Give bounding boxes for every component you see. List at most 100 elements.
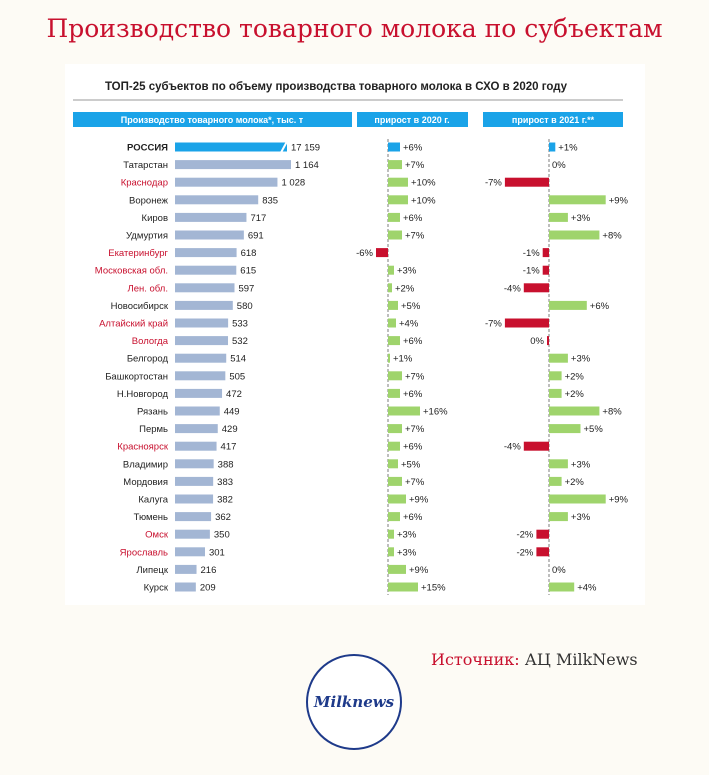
- chart-row: Новосибирск 580 +5% +6%: [111, 300, 610, 312]
- growth-2021-bar: [542, 265, 549, 275]
- chart-title: ТОП-25 субъектов по объему производства …: [105, 81, 568, 93]
- region-label: Ярославль: [120, 547, 168, 558]
- growth-2020-bar: [388, 371, 402, 381]
- header-growth-2020-bg: [357, 112, 468, 127]
- production-value-label: 429: [222, 424, 238, 435]
- growth-2021-label: -7%: [485, 319, 502, 330]
- chart-svg: ТОП-25 субъектов по объему производства …: [73, 81, 629, 595]
- growth-2020-bar: [388, 459, 398, 469]
- production-value-label: 362: [215, 512, 231, 523]
- production-bar: [175, 371, 226, 381]
- growth-2021-label: +4%: [577, 583, 597, 594]
- growth-2021-bar: [504, 177, 549, 187]
- region-label: Н.Новгород: [117, 389, 169, 400]
- source-label: Источник:: [431, 650, 520, 669]
- growth-2021-bar: [504, 318, 549, 328]
- growth-2021-bar: [549, 195, 606, 205]
- growth-2020-bar: [388, 230, 402, 240]
- production-bar: [175, 406, 220, 416]
- growth-2020-bar: [388, 300, 398, 310]
- production-value-label: 449: [224, 407, 240, 418]
- growth-2021-label: +2%: [565, 389, 585, 400]
- region-label: Алтайский край: [99, 319, 168, 330]
- growth-2021-label: +3%: [571, 354, 591, 365]
- growth-2021-label: -2%: [516, 547, 533, 558]
- growth-2020-bar: [388, 547, 394, 557]
- growth-2021-label: +5%: [584, 424, 604, 435]
- growth-2021-bar: [523, 441, 549, 451]
- growth-2020-label: +7%: [405, 477, 425, 488]
- growth-2020-bar: [388, 265, 394, 275]
- growth-2021-bar: [549, 371, 562, 381]
- production-value-label: 216: [201, 565, 217, 576]
- growth-2020-label: +7%: [405, 231, 425, 242]
- region-label: Пермь: [139, 424, 168, 435]
- chart-row: Мордовия 383 +7% +2%: [123, 476, 584, 488]
- production-value-label: 514: [230, 354, 246, 365]
- production-bar: [175, 142, 287, 152]
- growth-2020-label: +6%: [403, 336, 423, 347]
- chart-row: Липецк 216 +9% 0%: [136, 564, 566, 576]
- growth-2020-label: +10%: [411, 195, 436, 206]
- growth-2021-label: -4%: [504, 442, 521, 453]
- production-value-label: 615: [240, 266, 256, 277]
- growth-2021-bar: [549, 459, 568, 469]
- chart-row: Омск 350 +3% -2%: [145, 529, 549, 541]
- growth-2020-label: +6%: [403, 512, 423, 523]
- region-label: Белгород: [127, 354, 169, 365]
- growth-2020-label: +4%: [399, 319, 419, 330]
- region-label: Киров: [142, 213, 168, 224]
- growth-2021-label: +1%: [558, 143, 578, 154]
- production-bar: [175, 212, 247, 222]
- page-title: Производство товарного молока по субъект…: [46, 14, 663, 43]
- region-label: Екатеринбург: [108, 248, 168, 259]
- chart-row: Белгород 514 +1% +3%: [127, 353, 591, 365]
- growth-2021-bar: [549, 406, 600, 416]
- growth-2020-label: +1%: [393, 354, 413, 365]
- region-label: Липецк: [136, 565, 168, 576]
- header-production-bg: [73, 112, 352, 127]
- production-value-label: 388: [218, 459, 234, 470]
- growth-2020-label: +3%: [397, 266, 417, 277]
- growth-2020-label: -6%: [356, 248, 373, 259]
- growth-2021-bar: [549, 582, 575, 592]
- growth-2021-bar: [549, 476, 562, 486]
- growth-2020-label: +6%: [403, 442, 423, 453]
- growth-2020-label: +5%: [401, 301, 421, 312]
- growth-2021-bar: [549, 212, 568, 222]
- production-value-label: 717: [250, 213, 266, 224]
- growth-2020-bar: [388, 212, 400, 222]
- production-bar: [175, 459, 214, 469]
- production-bar: [175, 582, 196, 592]
- production-bar: [175, 195, 259, 205]
- chart-row: Лен. обл. 597 +2% -4%: [127, 283, 549, 294]
- region-label: Красноярск: [117, 442, 169, 453]
- region-label: Удмуртия: [126, 231, 168, 242]
- growth-2020-label: +15%: [421, 583, 446, 594]
- chart-row: Ярославль 301 +3% -2%: [120, 547, 549, 558]
- production-value-label: 505: [229, 371, 245, 382]
- chart-row: Пермь 429 +7% +5%: [139, 424, 603, 435]
- growth-2021-bar: [547, 336, 549, 346]
- growth-2021-bar: [536, 547, 549, 557]
- chart-row: Красноярск 417 +6% -4%: [117, 441, 549, 453]
- production-value-label: 417: [221, 442, 237, 453]
- production-value-label: 383: [217, 477, 233, 488]
- production-value-label: 1 028: [281, 178, 305, 189]
- growth-2021-bar: [523, 283, 549, 293]
- region-label: РОССИЯ: [127, 143, 168, 154]
- growth-2021-label: +9%: [609, 195, 629, 206]
- growth-2021-label: +2%: [565, 371, 585, 382]
- growth-2020-bar: [388, 564, 406, 574]
- growth-2021-label: +8%: [602, 231, 622, 242]
- header-growth-2021: прирост в 2021 г.**: [512, 115, 595, 125]
- chart-row: Московская обл. 615 +3% -1%: [95, 265, 549, 277]
- region-label: Тюмень: [134, 512, 168, 523]
- production-bar: [175, 265, 237, 275]
- region-label: Краснодар: [121, 178, 168, 189]
- chart-row: Екатеринбург 618 -6% -1%: [108, 248, 549, 259]
- growth-2021-bar: [549, 424, 581, 434]
- growth-2021-label: +3%: [571, 512, 591, 523]
- growth-2020-label: +9%: [409, 495, 429, 506]
- growth-2021-label: -4%: [504, 283, 521, 294]
